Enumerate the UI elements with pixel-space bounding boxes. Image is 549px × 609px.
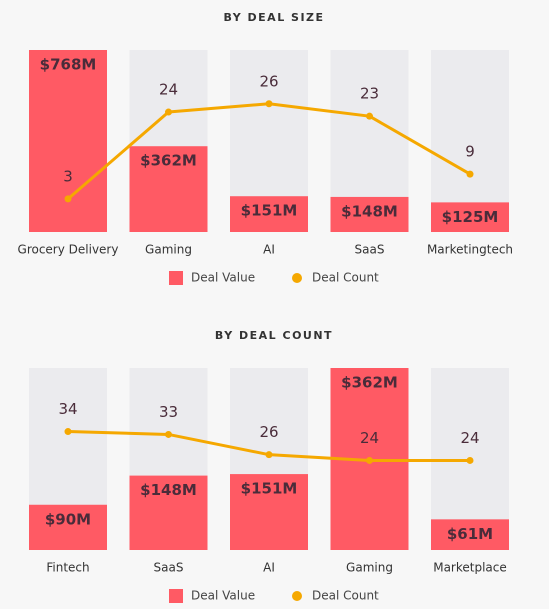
legend-marker [292, 273, 302, 283]
legend-label: Deal Value [191, 271, 255, 285]
x-tick-label: AI [263, 561, 275, 575]
bar-background [431, 50, 509, 232]
bar-label: $362M [341, 374, 398, 392]
legend-label: Deal Count [312, 589, 379, 603]
legend-label: Deal Count [312, 271, 379, 285]
bar-label: $362M [140, 152, 197, 170]
count-point [366, 112, 373, 120]
x-tick-label: SaaS [154, 561, 184, 575]
bar [230, 474, 308, 550]
legend-marker [169, 589, 183, 603]
x-tick-label: SaaS [355, 243, 385, 257]
count-point [265, 451, 273, 459]
count-point [165, 108, 172, 116]
bar-label: $151M [241, 202, 298, 220]
chart-title: BY DEAL SIZE [223, 11, 324, 24]
bar-label: $151M [241, 480, 298, 498]
bar-label: $148M [341, 202, 398, 220]
count-label: 24 [360, 429, 379, 447]
count-point [466, 456, 474, 464]
count-label: 24 [460, 429, 479, 447]
bar-label: $125M [442, 208, 499, 226]
x-tick-label: AI [263, 243, 275, 257]
x-tick-label: Marketingtech [427, 243, 513, 257]
count-label: 26 [259, 72, 278, 90]
x-tick-label: Fintech [46, 561, 89, 575]
count-point [466, 170, 474, 178]
legend-marker [292, 591, 302, 601]
bar-label: $148M [140, 481, 197, 499]
count-label: 34 [58, 400, 77, 418]
legend-marker [169, 271, 183, 285]
count-point [366, 456, 373, 464]
count-label: 3 [63, 167, 73, 185]
bar [431, 519, 509, 550]
count-point [64, 195, 72, 203]
count-label: 26 [259, 423, 278, 441]
count-label: 23 [360, 85, 379, 103]
bar [129, 146, 208, 232]
chart-title: BY DEAL COUNT [215, 329, 333, 342]
x-tick-label: Marketplace [433, 561, 507, 575]
count-label: 33 [159, 403, 178, 421]
bar [431, 202, 509, 232]
count-point [165, 430, 172, 438]
bar [330, 196, 409, 232]
count-label: 9 [465, 143, 475, 161]
bar [230, 196, 308, 232]
count-label: 24 [159, 81, 178, 99]
count-point [64, 428, 72, 436]
bar-label: $61M [447, 525, 493, 543]
bar [129, 475, 208, 550]
bar [29, 50, 107, 232]
count-point [265, 100, 273, 108]
x-tick-label: Grocery Delivery [18, 243, 119, 257]
bar [29, 504, 107, 550]
legend-label: Deal Value [191, 589, 255, 603]
bar-label: $90M [45, 510, 91, 528]
x-tick-label: Gaming [145, 243, 192, 257]
x-tick-label: Gaming [346, 561, 393, 575]
bar-label: $768M [40, 56, 97, 74]
